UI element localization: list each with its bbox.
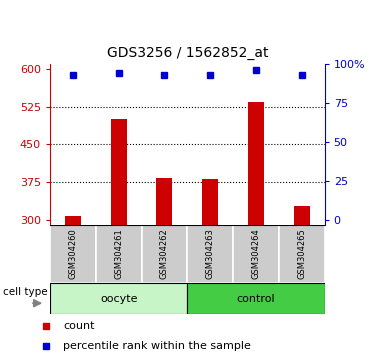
Text: control: control [237, 293, 275, 304]
Text: oocyte: oocyte [100, 293, 138, 304]
Bar [248, 102, 264, 225]
Bar [294, 206, 310, 225]
Title: GDS3256 / 1562852_at: GDS3256 / 1562852_at [106, 46, 268, 60]
Text: GSM304264: GSM304264 [252, 229, 260, 279]
Text: GSM304262: GSM304262 [160, 229, 169, 279]
Text: GSM304260: GSM304260 [69, 229, 78, 279]
Text: GSM304265: GSM304265 [297, 229, 306, 279]
Bar [96, 225, 142, 283]
Text: percentile rank within the sample: percentile rank within the sample [63, 341, 251, 351]
Bar [111, 119, 127, 225]
Bar [50, 225, 96, 283]
Bar [202, 179, 218, 225]
Bar [187, 225, 233, 283]
Bar [279, 225, 325, 283]
Bar [50, 283, 187, 314]
Text: GSM304261: GSM304261 [114, 229, 123, 279]
Text: GSM304263: GSM304263 [206, 229, 215, 279]
Bar [157, 178, 173, 225]
Bar [233, 225, 279, 283]
Text: count: count [63, 321, 95, 331]
Text: cell type: cell type [3, 287, 47, 297]
Bar [65, 216, 81, 225]
Bar [142, 225, 187, 283]
Bar [187, 283, 325, 314]
